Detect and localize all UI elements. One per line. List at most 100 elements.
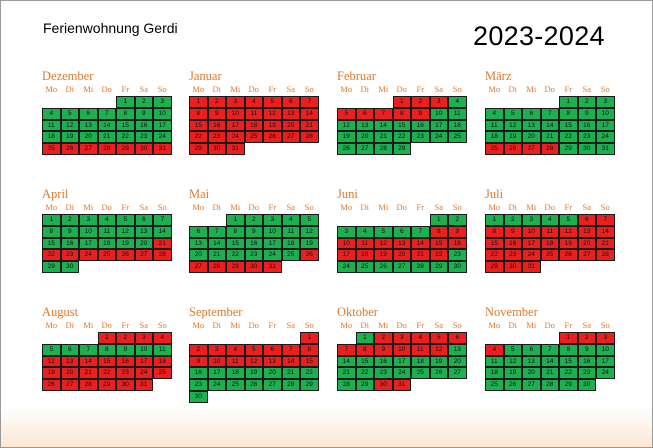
- weekday-label: Do: [101, 320, 112, 330]
- weekday-header: Mo Di Mi Do Fr Sa So: [189, 320, 321, 331]
- day-cell-available: 16: [60, 237, 79, 250]
- weekday-label: Fr: [416, 320, 425, 330]
- weekday-label: Di: [508, 320, 518, 330]
- day-cell-booked: 29: [226, 261, 245, 273]
- day-cell-booked: 1: [559, 332, 578, 344]
- day-cell-available: 19: [503, 367, 522, 380]
- day-cell-available: 20: [189, 249, 208, 262]
- day-cell-booked: 16: [207, 119, 226, 132]
- weekday-label: Mi: [378, 320, 389, 330]
- day-cell-booked: 18: [355, 249, 374, 262]
- day-cell-available: 1: [559, 96, 578, 108]
- month-name: August: [42, 305, 79, 319]
- day-cell-booked: 31: [134, 379, 153, 391]
- day-cell-available: 9: [577, 343, 596, 356]
- day-cell-available: 16: [244, 237, 263, 250]
- weekday-label: Do: [396, 320, 407, 330]
- day-cell-booked: 21: [79, 367, 98, 380]
- day-cell-available: 19: [429, 355, 448, 368]
- day-cell-available: 17: [263, 237, 282, 250]
- day-cell-booked: 28: [153, 249, 172, 262]
- weekday-label: Mo: [340, 202, 353, 212]
- day-cell-booked: 31: [522, 261, 541, 273]
- day-cell-booked: 19: [559, 237, 578, 250]
- day-cell-booked: 11: [540, 225, 559, 238]
- day-cell-booked: 4: [244, 96, 263, 108]
- day-cell-booked: 6: [448, 332, 467, 344]
- day-cell-available: 26: [244, 379, 263, 391]
- day-cell-booked: 27: [522, 143, 541, 155]
- day-cell-booked: 27: [60, 379, 79, 391]
- day-cell-available: 24: [153, 131, 172, 144]
- day-cell-booked: 9: [411, 107, 430, 120]
- day-cell-booked: 11: [411, 343, 430, 356]
- day-cell-booked: 5: [244, 343, 263, 356]
- day-cell-available: 9: [134, 107, 153, 120]
- day-cell-booked: 29: [97, 379, 116, 391]
- day-cell-available: 20: [79, 131, 98, 144]
- day-cell-booked: 17: [226, 119, 245, 132]
- month-calendar: März Mo Di Mi Do Fr Sa So 1 2 3 4 5 6 7 8 9 10 11 12 13 14 15 1…: [485, 70, 617, 155]
- weekday-label: Di: [65, 202, 75, 212]
- day-cell-booked: 23: [503, 249, 522, 262]
- day-cell-available: 15: [559, 119, 578, 132]
- day-cell-booked: 16: [448, 237, 467, 250]
- page-title: Ferienwohnung Gerdi: [43, 20, 178, 36]
- day-cell-available: 11: [281, 225, 300, 238]
- day-cell-available: 4: [355, 225, 374, 238]
- day-cell-available: 25: [448, 131, 467, 144]
- day-cell-available: 20: [263, 367, 282, 380]
- month-name: Dezember: [42, 69, 94, 83]
- day-cell-available: 12: [503, 355, 522, 368]
- day-cell-available: 17: [207, 367, 226, 380]
- weekday-label: Mi: [230, 202, 241, 212]
- day-cell-booked: 28: [300, 131, 319, 144]
- day-cell-booked: 17: [134, 355, 153, 368]
- weekday-label: Di: [360, 84, 370, 94]
- day-cell-available: 11: [485, 119, 504, 132]
- day-cell-available: 2: [60, 214, 79, 226]
- day-cell-booked: 4: [485, 343, 504, 356]
- weekday-header: Mo Di Mi Do Fr Sa So: [485, 202, 617, 213]
- day-cell-booked: 13: [263, 355, 282, 368]
- month-calendar: Juni Mo Di Mi Do Fr Sa So 1 2 3 4 5 6 7 8 9 10 11 12 13 14 15 1…: [337, 188, 469, 273]
- month-name: März: [485, 69, 512, 83]
- day-cell-booked: 3: [596, 332, 615, 344]
- month-calendar: September Mo Di Mi Do Fr Sa So 1 2 3 4 5 6 7 8 9 10 11 12 13…: [189, 306, 321, 403]
- day-cell-available: 24: [392, 367, 411, 380]
- day-cell-booked: 8: [429, 225, 448, 238]
- day-cell-booked: 24: [226, 131, 245, 144]
- day-cell-available: 5: [42, 343, 61, 356]
- day-cell-booked: 15: [485, 237, 504, 250]
- day-cell-booked: 20: [392, 249, 411, 262]
- day-cell-booked: 10: [392, 343, 411, 356]
- day-cell-booked: 25: [244, 131, 263, 144]
- weekday-label: Mo: [340, 84, 353, 94]
- day-cell-available: 18: [97, 237, 116, 250]
- day-cell-booked: 23: [207, 131, 226, 144]
- day-cell-available: 14: [374, 119, 393, 132]
- day-cell-booked: 28: [207, 261, 226, 273]
- day-cell-available: 15: [559, 355, 578, 368]
- day-cell-booked: 11: [355, 237, 374, 250]
- weekday-label: Fr: [416, 202, 425, 212]
- weekday-label: Sa: [286, 84, 296, 94]
- weekday-label: Fr: [564, 202, 573, 212]
- day-cell-booked: 16: [503, 237, 522, 250]
- month-name: April: [42, 187, 69, 201]
- weekday-label: So: [600, 320, 610, 330]
- day-cell-booked: 14: [79, 355, 98, 368]
- day-cell-booked: 30: [374, 379, 393, 391]
- day-cell-available: 21: [540, 131, 559, 144]
- day-cell-booked: 31: [263, 261, 282, 273]
- day-cell-available: 1: [429, 214, 448, 226]
- day-cell-booked: 24: [522, 249, 541, 262]
- day-cell-booked: 9: [207, 107, 226, 120]
- day-cell-available: 28: [281, 379, 300, 391]
- day-cell-available: 17: [429, 119, 448, 132]
- day-cell-available: 15: [226, 237, 245, 250]
- day-cell-available: 6: [60, 343, 79, 356]
- day-cell-booked: 1: [189, 96, 208, 108]
- day-cell-booked: 3: [392, 332, 411, 344]
- weekday-label: Sa: [139, 202, 149, 212]
